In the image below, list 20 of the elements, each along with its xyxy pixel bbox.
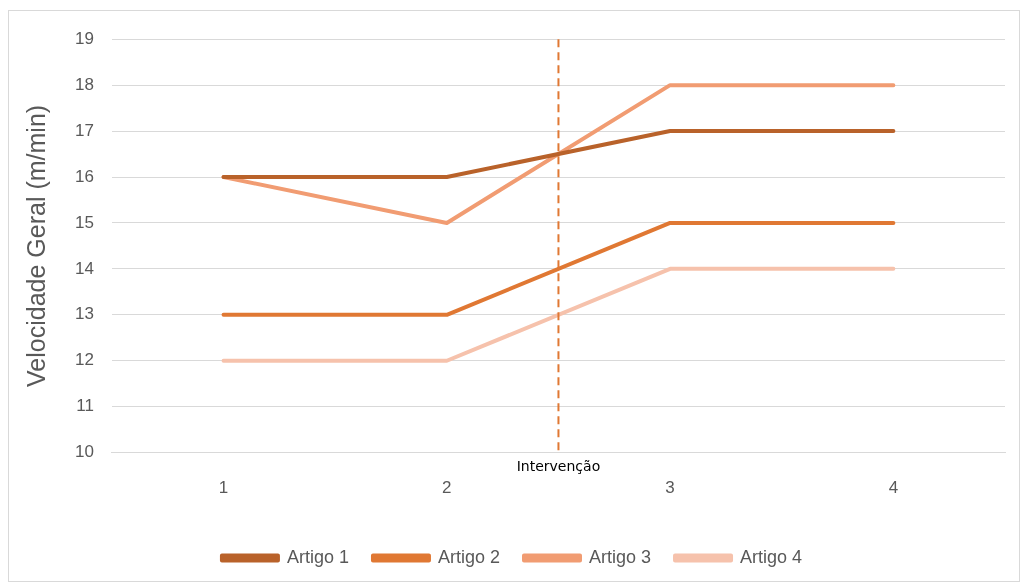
y-tick-label: 16 [74, 166, 94, 186]
x-tick-label: 1 [218, 478, 229, 498]
y-tick-label: 19 [74, 28, 94, 48]
x-tick-label: 3 [665, 478, 675, 498]
y-axis-title: Velocidade Geral (m/min) [21, 104, 50, 387]
y-tick-label: 12 [74, 350, 94, 370]
ref-line-label: Intervenção [516, 458, 601, 475]
y-tick-label: 18 [74, 74, 94, 94]
legend-label: Artigo 4 [740, 546, 803, 567]
y-tick-label: 11 [76, 396, 94, 416]
legend-label: Artigo 3 [589, 546, 652, 567]
legend-label: Artigo 1 [286, 546, 349, 567]
y-tick-label: 15 [74, 212, 94, 232]
legend-label: Artigo 2 [437, 546, 501, 567]
y-tick-label: 17 [74, 120, 94, 140]
y-tick-label: 10 [74, 442, 94, 462]
y-tick-label: 13 [74, 304, 94, 324]
x-tick-label: 4 [888, 478, 899, 498]
x-tick-label: 2 [442, 478, 452, 498]
y-tick-label: 14 [74, 258, 94, 278]
